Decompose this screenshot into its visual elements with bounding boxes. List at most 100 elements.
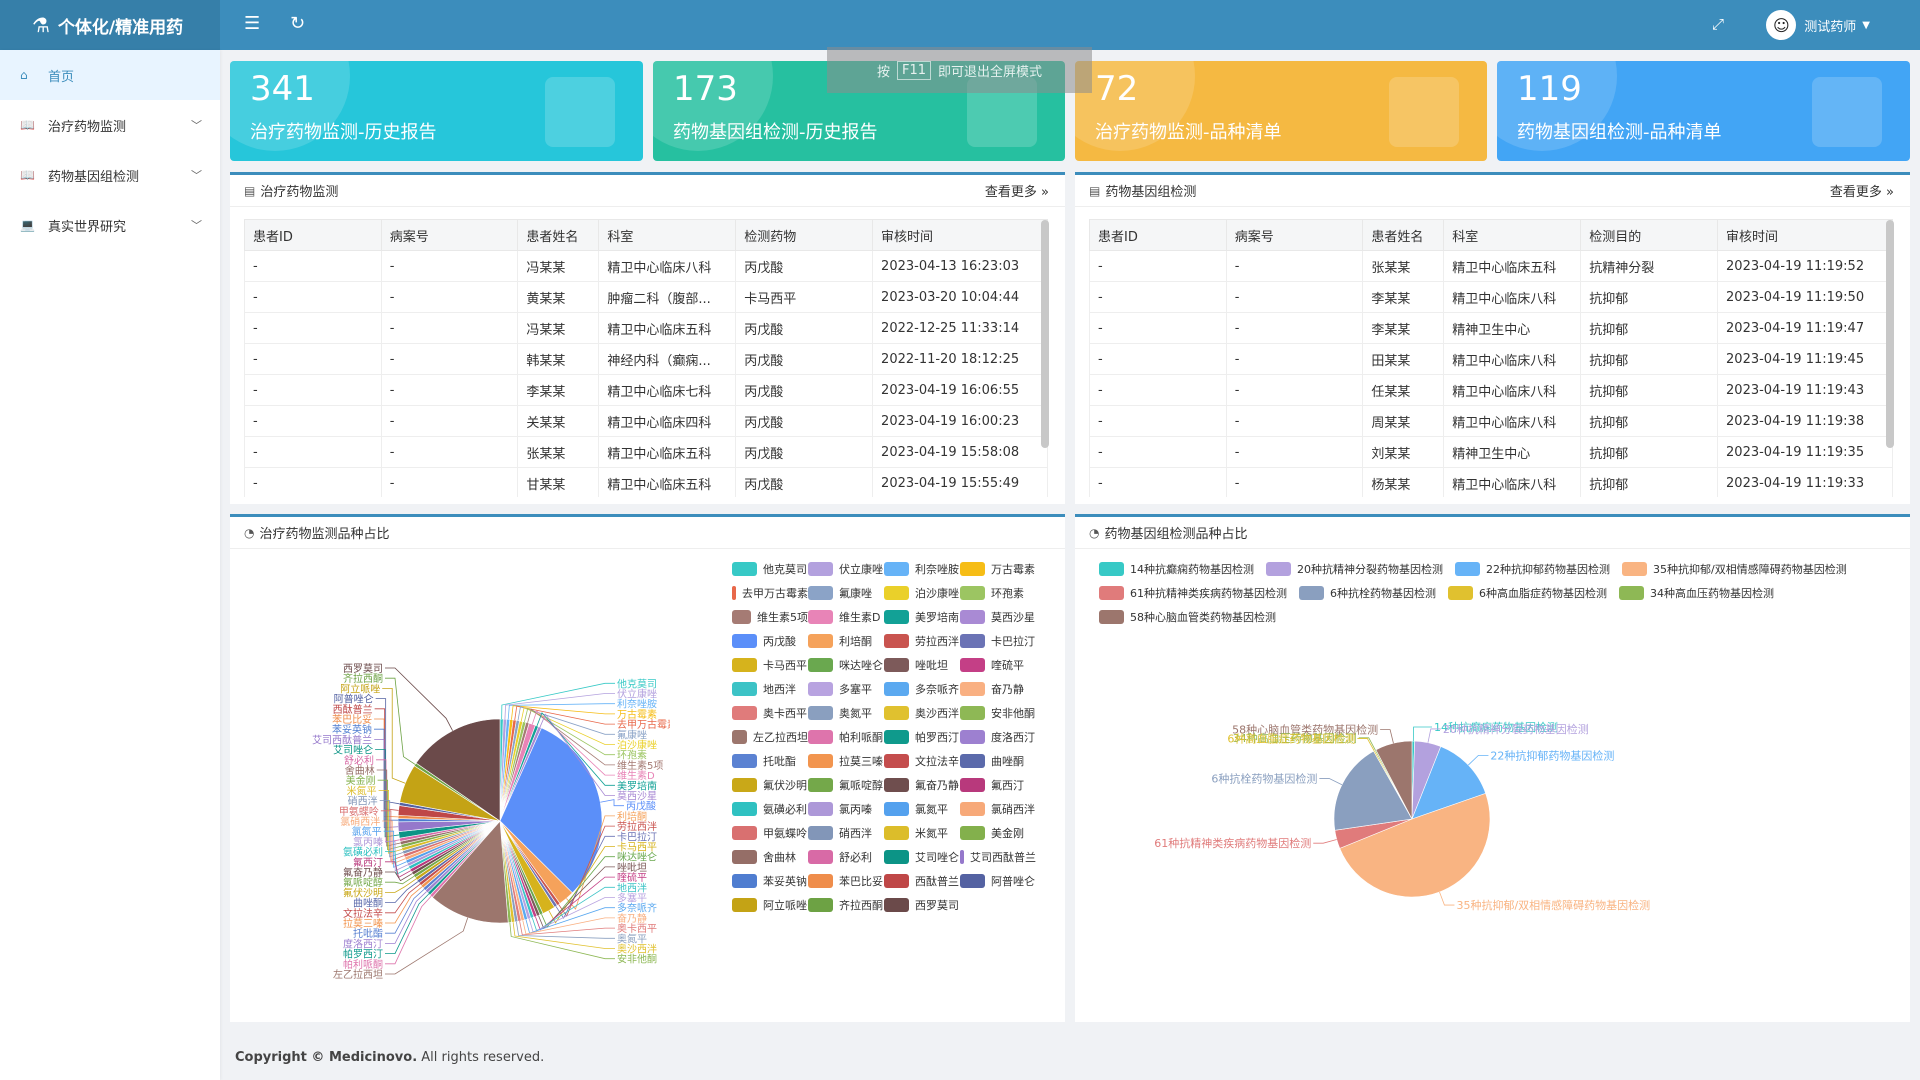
legend-item[interactable]: 奥沙西泮 (884, 705, 960, 721)
table-row[interactable]: - - 李某某 精卫中心临床七科 丙戊酸 2023-04-19 16:06:55 (244, 374, 1048, 406)
legend-item[interactable]: 伏立康唑 (808, 561, 884, 577)
legend-item[interactable]: 34种高血压药物基因检测 (1619, 585, 1774, 601)
legend-item[interactable]: 14种抗癫痫药物基因检测 (1099, 561, 1254, 577)
legend-item[interactable]: 帕罗西汀 (884, 729, 960, 745)
legend-item[interactable]: 58种心脑血管类药物基因检测 (1099, 609, 1276, 625)
table-row[interactable]: - - 田某某 精卫中心临床八科 抗抑郁 2023-04-19 11:19:45 (1089, 343, 1893, 375)
legend-item[interactable]: 氟伏沙明 (732, 777, 808, 793)
legend-item[interactable]: 苯巴比妥 (808, 873, 884, 889)
legend-item[interactable]: 西酞普兰 (884, 873, 960, 889)
legend-item[interactable]: 美罗培南 (884, 609, 960, 625)
user-menu[interactable]: ☺ 测试药师 ▼ (1766, 10, 1870, 40)
legend-item[interactable]: 氟西汀 (960, 777, 1036, 793)
fullscreen-icon[interactable]: ⤢ (1712, 15, 1725, 33)
table-row[interactable]: - - 韩某某 神经内科（癫痫... 丙戊酸 2022-11-20 18:12:25 (244, 343, 1048, 375)
legend-item[interactable]: 去甲万古霉素 (732, 585, 808, 601)
legend-item[interactable]: 唑吡坦 (884, 657, 960, 673)
table-row[interactable]: - - 关某某 精卫中心临床四科 丙戊酸 2023-04-19 16:00:23 (244, 405, 1048, 437)
legend-item[interactable]: 米氮平 (884, 825, 960, 841)
legend-item[interactable]: 6种抗栓药物基因检测 (1299, 585, 1436, 601)
table-row[interactable]: - - 张某某 精卫中心临床五科 抗精神分裂 2023-04-19 11:19:52 (1089, 250, 1893, 282)
legend-item[interactable]: 奥氮平 (808, 705, 884, 721)
view-more-link[interactable]: 查看更多 » (1829, 185, 1894, 200)
legend-item[interactable]: 阿普唑仑 (960, 873, 1036, 889)
refresh-icon[interactable]: ↻ (290, 13, 306, 34)
legend-item[interactable]: 万古霉素 (960, 561, 1036, 577)
legend-item[interactable]: 20种抗精神分裂药物基因检测 (1266, 561, 1443, 577)
legend-item[interactable]: 卡巴拉汀 (960, 633, 1036, 649)
scrollbar[interactable] (1886, 220, 1894, 448)
legend-item[interactable]: 环孢素 (960, 585, 1036, 601)
legend-item[interactable]: 维生素5项 (732, 609, 808, 625)
legend-item[interactable]: 齐拉西酮 (808, 897, 884, 913)
legend-item[interactable]: 甲氨蝶呤 (732, 825, 808, 841)
legend-item[interactable]: 苯妥英钠 (732, 873, 808, 889)
legend-item[interactable]: 利培酮 (808, 633, 884, 649)
legend-item[interactable]: 莫西沙星 (960, 609, 1036, 625)
legend-item[interactable]: 咪达唑仑 (808, 657, 884, 673)
stat-card-tdm-list[interactable]: 72 治疗药物监测-品种清单 (1075, 61, 1487, 161)
legend-item[interactable]: 氯氮平 (884, 801, 960, 817)
legend-item[interactable]: 维生素D (808, 609, 884, 625)
sidebar-item-pgx[interactable]: 📖 药物基因组检测 ﹀ (0, 150, 220, 200)
legend-item[interactable]: 35种抗抑郁/双相情感障碍药物基因检测 (1622, 561, 1847, 577)
legend-item[interactable]: 奋乃静 (960, 681, 1036, 697)
legend-item[interactable]: 奥卡西平 (732, 705, 808, 721)
legend-item[interactable]: 丙戊酸 (732, 633, 808, 649)
table-row[interactable]: - - 李某某 精卫中心临床八科 抗抑郁 2023-04-19 11:19:50 (1089, 281, 1893, 313)
legend-item[interactable]: 度洛西汀 (960, 729, 1036, 745)
table-row[interactable]: - - 任某某 精卫中心临床八科 抗抑郁 2023-04-19 11:19:43 (1089, 374, 1893, 406)
legend-item[interactable]: 帕利哌酮 (808, 729, 884, 745)
legend-item[interactable]: 氯硝西泮 (960, 801, 1036, 817)
pie-slice[interactable] (1339, 792, 1491, 898)
pie-slice[interactable] (1333, 750, 1413, 831)
legend-item[interactable]: 他克莫司 (732, 561, 808, 577)
legend-item[interactable]: 西罗莫司 (884, 897, 960, 913)
pie-slice[interactable] (415, 718, 501, 822)
sidebar-item-home[interactable]: ⌂ 首页 (0, 50, 220, 100)
legend-item[interactable]: 利奈唑胺 (884, 561, 960, 577)
legend-item[interactable]: 左乙拉西坦 (732, 729, 808, 745)
legend-item[interactable]: 文拉法辛 (884, 753, 960, 769)
legend-item[interactable]: 安非他酮 (960, 705, 1036, 721)
sidebar-item-tdm[interactable]: 📖 治疗药物监测 ﹀ (0, 100, 220, 150)
legend-item[interactable]: 氟哌啶醇 (808, 777, 884, 793)
legend-item[interactable]: 舍曲林 (732, 849, 808, 865)
table-row[interactable]: - - 张某某 精卫中心临床五科 丙戊酸 2023-04-19 15:58:08 (244, 436, 1048, 468)
pie-slice[interactable] (1375, 740, 1413, 820)
legend-item[interactable]: 多塞平 (808, 681, 884, 697)
scrollbar[interactable] (1041, 220, 1049, 448)
legend-item[interactable]: 地西泮 (732, 681, 808, 697)
menu-toggle-icon[interactable]: ☰ (244, 13, 261, 34)
legend-item[interactable]: 劳拉西泮 (884, 633, 960, 649)
table-row[interactable]: - - 周某某 精卫中心临床八科 抗抑郁 2023-04-19 11:19:38 (1089, 405, 1893, 437)
legend-item[interactable]: 美金刚 (960, 825, 1036, 841)
table-row[interactable]: - - 刘某某 精神卫生中心 抗抑郁 2023-04-19 11:19:35 (1089, 436, 1893, 468)
legend-item[interactable]: 拉莫三嗪 (808, 753, 884, 769)
app-logo[interactable]: ⚗ 个体化/精准用药 (0, 0, 220, 50)
legend-item[interactable]: 22种抗抑郁药物基因检测 (1455, 561, 1610, 577)
legend-item[interactable]: 氯丙嗪 (808, 801, 884, 817)
table-row[interactable]: - - 杨某某 精卫中心临床八科 抗抑郁 2023-04-19 11:19:33 (1089, 467, 1893, 497)
table-row[interactable]: - - 冯某某 精卫中心临床五科 丙戊酸 2022-12-25 11:33:14 (244, 312, 1048, 344)
table-row[interactable]: - - 冯某某 精卫中心临床八科 丙戊酸 2023-04-13 16:23:03 (244, 250, 1048, 282)
stat-card-tdm-reports[interactable]: 341 治疗药物监测-历史报告 (230, 61, 643, 161)
legend-item[interactable]: 阿立哌唑 (732, 897, 808, 913)
legend-item[interactable]: 托吡酯 (732, 753, 808, 769)
legend-item[interactable]: 氟康唑 (808, 585, 884, 601)
sidebar-item-rwr[interactable]: 💻 真实世界研究 ﹀ (0, 200, 220, 250)
legend-item[interactable]: 艾司西酞普兰 (960, 849, 1036, 865)
table-row[interactable]: - - 甘某某 精卫中心临床五科 丙戊酸 2023-04-19 15:55:49 (244, 467, 1048, 497)
stat-card-pgx-list[interactable]: 119 药物基因组检测-品种清单 (1497, 61, 1910, 161)
legend-item[interactable]: 泊沙康唑 (884, 585, 960, 601)
legend-item[interactable]: 6种高血脂症药物基因检测 (1448, 585, 1607, 601)
legend-item[interactable]: 曲唑酮 (960, 753, 1036, 769)
legend-item[interactable]: 舒必利 (808, 849, 884, 865)
legend-item[interactable]: 喹硫平 (960, 657, 1036, 673)
legend-item[interactable]: 硝西泮 (808, 825, 884, 841)
legend-item[interactable]: 氟奋乃静 (884, 777, 960, 793)
legend-item[interactable]: 氨磺必利 (732, 801, 808, 817)
table-row[interactable]: - - 黄某某 肿瘤二科（腹部... 卡马西平 2023-03-20 10:04:44 (244, 281, 1048, 313)
legend-item[interactable]: 61种抗精神类疾病药物基因检测 (1099, 585, 1287, 601)
legend-item[interactable]: 卡马西平 (732, 657, 808, 673)
